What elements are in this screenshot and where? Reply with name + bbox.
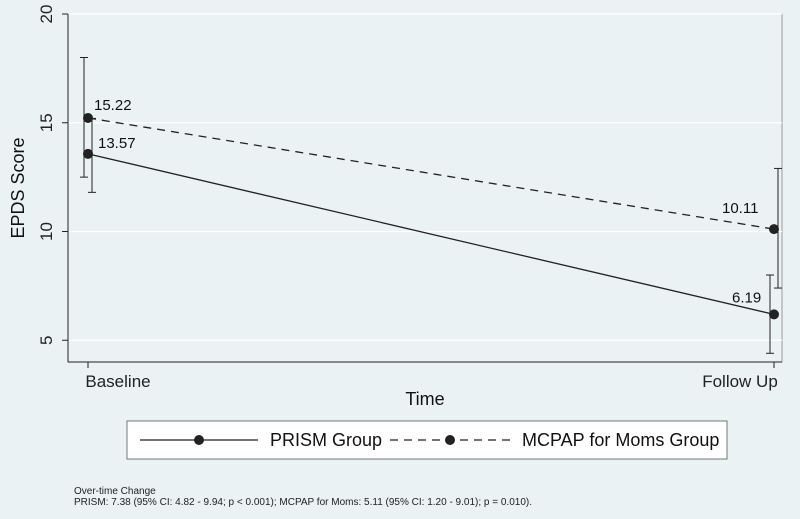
footnote-text: PRISM: 7.38 (95% CI: 4.82 - 9.94; p < 0.… xyxy=(74,497,532,508)
data-label: 6.19 xyxy=(732,289,761,306)
x-tick-label: Baseline xyxy=(85,372,150,391)
data-point xyxy=(769,309,779,320)
y-axis-title: EPDS Score xyxy=(8,137,28,238)
series-line xyxy=(87,153,775,316)
legend-swatch-marker xyxy=(445,435,455,445)
x-axis-title: Time xyxy=(405,389,444,409)
y-tick-label: 15 xyxy=(37,113,56,132)
data-point xyxy=(769,224,779,235)
data-point xyxy=(83,148,93,159)
grid xyxy=(68,13,782,341)
legend-label: PRISM Group xyxy=(270,430,382,450)
data-label: 13.57 xyxy=(98,135,136,152)
series-line xyxy=(87,117,775,230)
y-tick-label: 20 xyxy=(37,5,56,24)
footnote-title: Over-time Change xyxy=(74,486,156,497)
data-label: 15.22 xyxy=(94,97,132,114)
plot-area xyxy=(67,13,783,363)
legend: PRISM Group MCPAP for Moms Group xyxy=(126,420,728,460)
y-tick-label: 5 xyxy=(37,336,56,345)
data-label: 10.11 xyxy=(722,200,758,217)
legend-swatch-marker xyxy=(194,435,204,445)
data-point xyxy=(83,112,93,123)
series-group: 13.57 6.19 15.22 10.11 xyxy=(80,57,782,354)
x-tick-label: Follow Up xyxy=(702,372,778,391)
legend-label: MCPAP for Moms Group xyxy=(522,430,719,450)
y-tick-label: 10 xyxy=(37,222,56,241)
axes: 5 10 15 20 Baseline Follow Up xyxy=(37,5,782,391)
